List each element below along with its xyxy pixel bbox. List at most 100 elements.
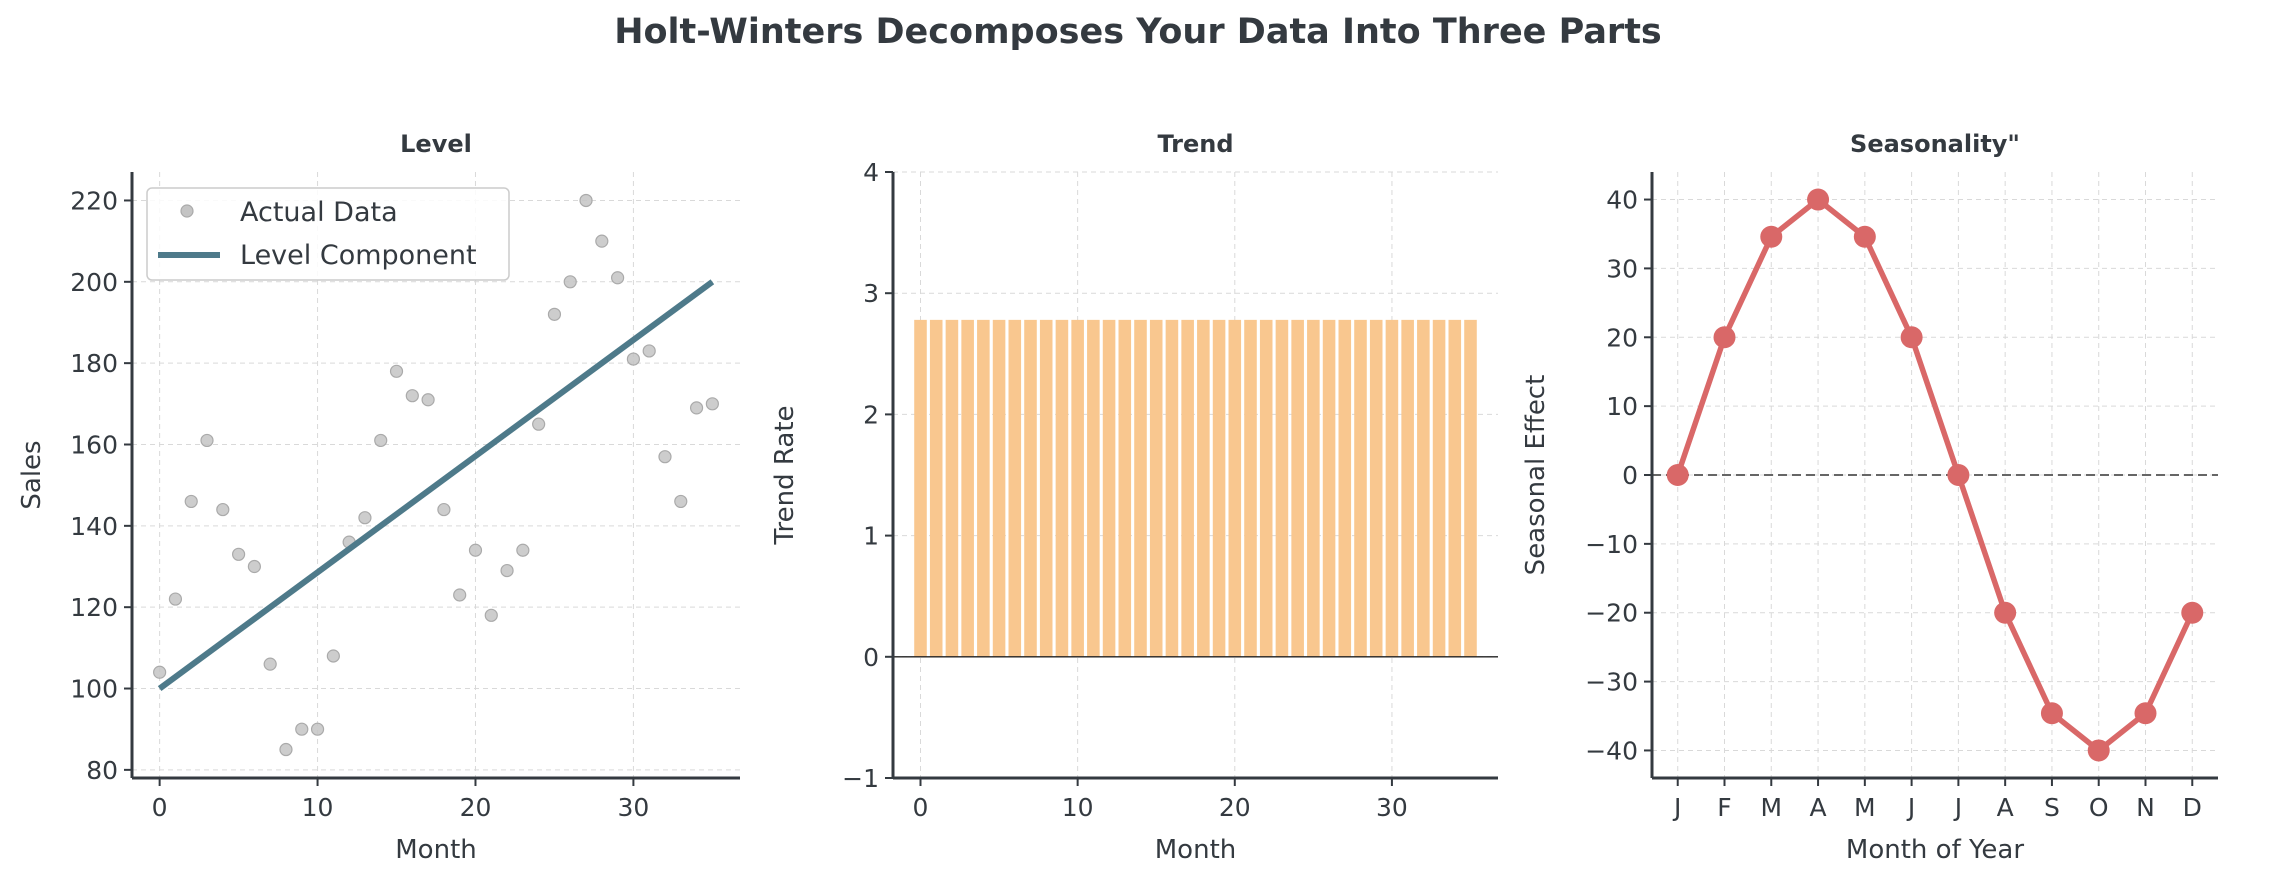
y-tick-label: 140 xyxy=(70,512,118,541)
y-tick-label: 20 xyxy=(1606,323,1638,352)
trend-bar xyxy=(1259,319,1273,657)
legend-label-level: Level Component xyxy=(240,240,477,271)
data-point xyxy=(500,563,514,578)
y-tick-label: 10 xyxy=(1606,392,1638,421)
data-point xyxy=(484,608,498,622)
level-line xyxy=(157,279,715,691)
x-tick-label: N xyxy=(2136,793,2155,822)
data-point xyxy=(326,649,340,663)
y-tick-label: 40 xyxy=(1606,186,1638,215)
trend-bar xyxy=(1432,319,1446,657)
trend-bar xyxy=(1369,319,1383,657)
trend-bar xyxy=(1417,319,1430,657)
seasonality-point xyxy=(2087,739,2110,762)
y-tick-label: 180 xyxy=(70,349,118,378)
data-point xyxy=(200,433,214,448)
x-tick-label: F xyxy=(1717,793,1731,822)
data-point xyxy=(231,547,246,561)
seasonality-point xyxy=(2181,601,2204,624)
data-point xyxy=(295,722,309,736)
y-tick-label: 0 xyxy=(863,643,879,672)
seasonality-point xyxy=(1994,601,2017,624)
data-point xyxy=(437,502,451,517)
data-point xyxy=(184,494,198,509)
x-tick-label: O xyxy=(2089,793,2109,822)
y-tick-label: 160 xyxy=(70,430,118,459)
data-point xyxy=(705,397,719,411)
x-tick-label: J xyxy=(1953,793,1962,822)
x-tick-label: 10 xyxy=(1062,793,1094,822)
trend-bar xyxy=(1024,319,1037,657)
seasonality-point xyxy=(1947,464,1970,486)
x-axis-label: Month xyxy=(1155,835,1237,865)
x-tick-label: J xyxy=(1672,793,1681,822)
panel-title: Trend xyxy=(1157,130,1233,158)
data-point xyxy=(642,344,656,358)
x-axis-label: Month of Year xyxy=(1846,835,2024,865)
x-tick-label: 20 xyxy=(1219,793,1251,822)
trend-bar xyxy=(1464,319,1477,657)
data-point xyxy=(468,543,483,557)
trend-bar xyxy=(1291,319,1304,657)
trend-bar xyxy=(1165,319,1179,657)
x-axis-label: Month xyxy=(395,835,477,865)
y-tick-label: 4 xyxy=(863,158,879,187)
data-point xyxy=(374,433,388,448)
trend-bar xyxy=(1322,319,1336,657)
data-point xyxy=(153,665,167,679)
data-point xyxy=(611,271,625,285)
seasonality-point xyxy=(1900,326,1923,349)
chart-panel-1: Level 0 10 20 30 80 100 120 140 160 180 200 220 Month… xyxy=(17,130,740,865)
legend-label-actual: Actual Data xyxy=(240,197,398,228)
seasonality-point xyxy=(1713,326,1736,349)
y-tick-label: −20 xyxy=(1585,599,1638,628)
x-tick-label: M xyxy=(1760,793,1782,822)
y-axis-label: Sales xyxy=(17,440,47,509)
seasonality-point xyxy=(2134,702,2157,725)
trend-bar xyxy=(1071,319,1084,657)
trend-bar xyxy=(1149,319,1163,657)
y-tick-label: −30 xyxy=(1585,668,1638,697)
trend-bar xyxy=(1039,319,1053,657)
y-tick-label: 2 xyxy=(863,400,879,429)
y-tick-label: 30 xyxy=(1606,254,1638,283)
trend-bar xyxy=(961,319,974,657)
legend-frame xyxy=(146,187,510,281)
trend-bar xyxy=(1134,319,1147,657)
data-point xyxy=(310,722,325,736)
panel-title: Level xyxy=(400,130,472,158)
trend-bar xyxy=(1102,319,1116,657)
data-point xyxy=(168,592,183,606)
data-point xyxy=(658,450,672,464)
trend-bar xyxy=(1307,319,1320,657)
data-point xyxy=(358,511,372,525)
trend-bar xyxy=(1087,319,1100,657)
x-tick-label: J xyxy=(1906,793,1915,822)
y-tick-label: 100 xyxy=(70,675,118,704)
trend-bar xyxy=(1448,319,1462,657)
trend-bar xyxy=(1354,319,1367,657)
y-axis-label: Seasonal Effect xyxy=(1521,375,1551,576)
data-point xyxy=(389,364,404,378)
seasonality-point xyxy=(1760,225,1783,248)
y-tick-label: −10 xyxy=(1585,530,1638,559)
data-point xyxy=(279,742,293,757)
data-point xyxy=(516,543,530,557)
legend: Actual Data Level Component xyxy=(146,187,510,281)
trend-bar xyxy=(1385,319,1399,657)
trend-bar xyxy=(1244,319,1257,657)
legend-marker-actual xyxy=(180,204,194,218)
data-point xyxy=(674,494,688,509)
trend-bar xyxy=(945,319,959,657)
data-point xyxy=(626,352,641,366)
actual-data-points xyxy=(153,193,719,757)
trend-bars xyxy=(914,319,1477,657)
trend-bar xyxy=(1118,319,1132,657)
x-tick-label: D xyxy=(2183,793,2202,822)
data-point xyxy=(216,502,230,517)
data-point xyxy=(453,588,467,602)
data-point xyxy=(263,657,277,671)
y-tick-label: 0 xyxy=(1622,461,1638,490)
x-tick-label: 0 xyxy=(152,793,168,822)
